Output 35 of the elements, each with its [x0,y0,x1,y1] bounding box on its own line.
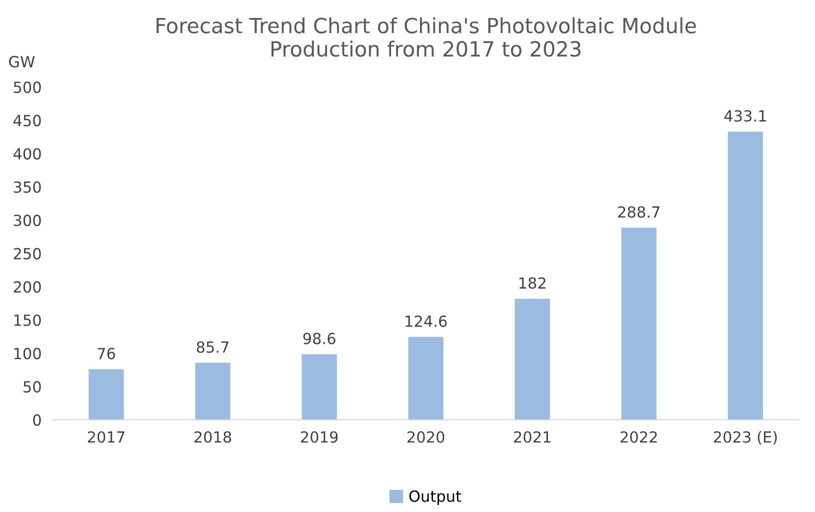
x-tick-label: 2022 [620,431,657,443]
y-tick-label: 100 [14,348,41,360]
legend-label: Output [409,490,462,505]
y-tick-label: 400 [13,148,41,160]
y-tick-label: 0 [33,414,41,426]
y-tick-label: 350 [14,181,41,193]
data-label: 124.6 [406,315,447,327]
y-tick-label: 250 [14,248,41,260]
y-tick-label: 500 [14,82,41,94]
x-tick-label: 2018 [194,431,232,443]
x-tick-label: 2017 [88,431,124,443]
bar [408,336,444,420]
x-tick-label: 2021 [514,431,550,443]
chart-title: Forecast Trend Chart of China's Photovoltaic Module Production from 2017 to 2023 [156,17,696,57]
y-tick-label: 150 [14,314,41,326]
data-label: 288.7 [618,206,660,218]
bar [302,354,337,420]
data-label: 85.7 [196,341,228,353]
y-tick-label: 300 [14,214,41,226]
data-label: 98.6 [303,332,336,344]
bar [621,228,656,420]
data-label: 76 [98,348,115,360]
y-tick-label: 50 [24,381,41,393]
y-tick-label: 200 [14,281,41,293]
y-tick-label: 450 [13,114,41,126]
bar [88,369,124,420]
y-axis-title: GW [9,56,35,68]
bar [195,362,230,420]
data-label: 182 [519,277,546,289]
x-tick-label: 2023 (E) [714,430,777,445]
x-tick-label: 2019 [300,431,338,443]
bar [514,298,550,420]
x-tick-label: 2020 [408,431,444,443]
bar [728,132,764,420]
data-label: 433.1 [724,110,766,122]
